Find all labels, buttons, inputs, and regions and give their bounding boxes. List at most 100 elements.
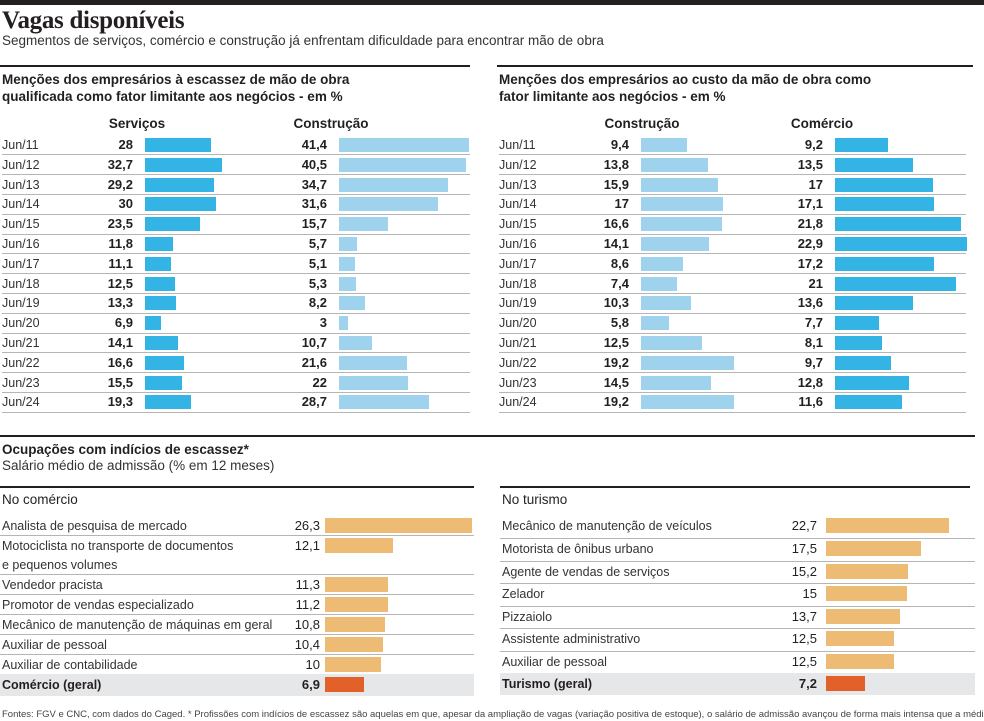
bar [339,217,389,232]
bar [325,577,389,592]
year-label: Jun/17 [499,256,537,271]
section3-title: Ocupações com indícios de escassez* [2,442,249,457]
bar [835,316,880,331]
bar [641,138,687,152]
bar [145,375,182,390]
row-separator [2,273,470,275]
chart1-title: Menções dos empresários à escassez de mã… [2,72,350,104]
value-label: 28 [118,137,133,152]
value-label: 30 [118,196,133,212]
bar [339,355,407,370]
occupation-label: e pequenos volumes [2,558,118,572]
value-label: 7,7 [804,315,823,331]
value-label: 10,4 [294,637,320,652]
value-label: 19,2 [603,394,629,410]
turismo-rule [500,486,970,488]
bar [835,177,934,192]
value-label: 19,2 [603,354,629,370]
value-label: 22,9 [797,236,823,251]
value-label: 23,5 [107,216,133,232]
year-label: Jun/13 [499,177,537,192]
occupation-label: Pizzaiolo [502,610,553,624]
section2-rule [497,65,973,67]
bar [325,518,473,533]
bar [641,276,677,291]
bar [145,276,175,291]
value-label: 13,8 [603,156,629,172]
bar [339,296,365,311]
bar [145,296,177,311]
bar [325,538,393,553]
value-label: 17 [614,196,629,212]
value-label: 15,2 [791,564,817,579]
value-label: 17 [808,176,823,192]
chart2-legend-comercio: Comércio [790,116,854,131]
occupation-label: Promotor de vendas especializado [2,598,194,612]
bar [641,355,735,370]
bar [835,375,909,390]
bar [339,256,355,271]
occupation-label: Agente de vendas de serviços [502,565,670,579]
value-label: 11,3 [295,577,320,592]
year-label: Jun/16 [499,237,537,251]
bar [339,276,356,291]
bar [325,637,384,652]
bar [835,276,957,291]
row-separator [499,352,966,354]
year-label: Jun/15 [499,217,537,232]
bar [339,375,408,390]
bar [835,237,968,251]
occupation-label: Mecânico de manutenção de veículos [502,519,712,533]
bar [145,237,173,251]
value-label: 10,7 [301,335,327,350]
value-label: 12,5 [791,654,817,669]
section3-rule [0,435,975,437]
row-separator [2,372,470,374]
bar [145,177,214,192]
value-label: 11,6 [798,394,823,410]
year-label: Jun/19 [2,296,40,311]
value-label: 5,7 [308,236,327,251]
bar [145,256,172,271]
occupation-label: Auxiliar de contabilidade [2,658,138,672]
row-separator [500,651,975,652]
bar [325,657,381,672]
row-separator [499,372,966,374]
row-separator [2,233,470,235]
value-label: 3 [319,315,327,331]
bar [325,597,388,612]
value-label: 34,7 [301,176,327,192]
year-label: Jun/23 [2,375,40,390]
bar [145,217,201,232]
row-separator [499,154,966,156]
bar [145,157,223,172]
value-label: 13,7 [791,609,817,624]
bar [339,237,357,251]
value-label: 15,9 [603,176,629,192]
year-label: Jun/21 [2,336,40,350]
year-label: Jun/14 [499,197,537,212]
bar [826,654,894,669]
row-separator [499,233,966,235]
bar [826,541,921,556]
row-separator [0,574,474,575]
value-label: 17,2 [797,255,823,271]
value-label: 29,2 [107,176,133,192]
bar [641,157,708,172]
bar [641,395,735,410]
row-separator [2,253,470,255]
value-label: 6,9 [301,677,320,692]
value-label: 32,7 [107,156,133,172]
row-separator [499,253,966,255]
occupation-label: Analista de pesquisa de mercado [2,519,187,533]
bar [826,631,894,646]
year-label: Jun/21 [499,336,537,350]
value-label: 15,5 [107,374,133,390]
value-label: 11,1 [108,255,133,271]
value-label: 13,5 [797,156,823,172]
year-label: Jun/20 [2,316,40,331]
value-label: 28,7 [301,394,327,410]
value-label: 7,2 [798,676,817,691]
value-label: 26,3 [294,518,320,533]
row-separator [2,332,470,334]
